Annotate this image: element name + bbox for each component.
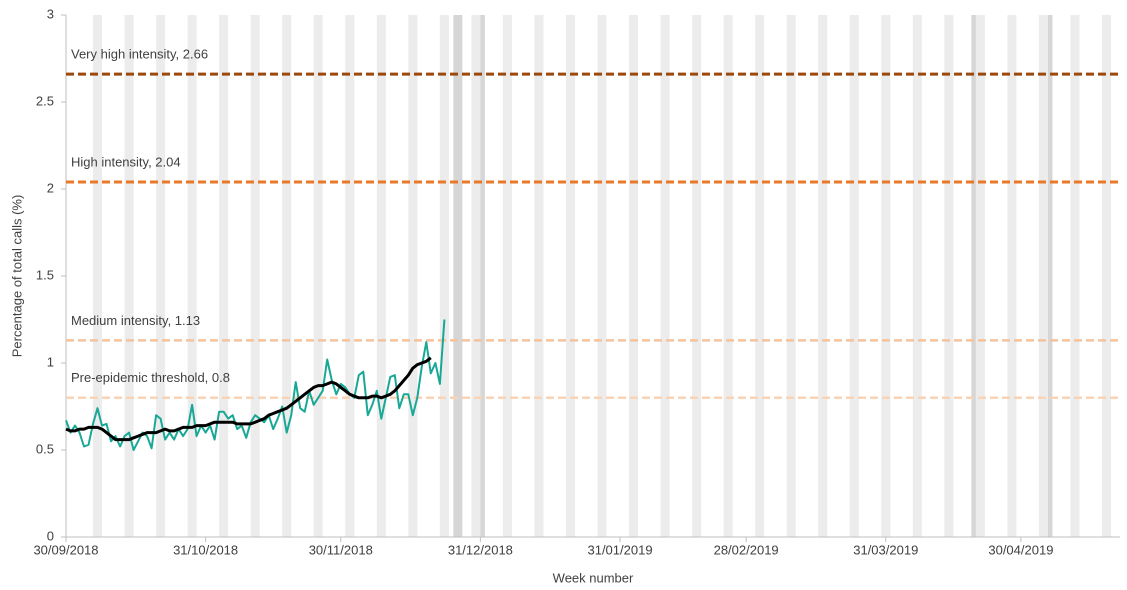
x-tick-label: 31/12/2018 — [448, 542, 513, 557]
weekend-band — [345, 15, 355, 537]
x-tick-label: 30/09/2018 — [33, 542, 98, 557]
weekend-band — [723, 15, 733, 537]
x-tick-label: 31/01/2019 — [587, 542, 652, 557]
x-axis-title: Week number — [553, 570, 634, 585]
weekend-band — [1007, 15, 1017, 537]
holiday-band — [480, 15, 485, 537]
threshold-label: Very high intensity, 2.66 — [71, 47, 208, 62]
weekend-band — [975, 15, 985, 537]
weekend-band — [439, 15, 449, 537]
weekend-band — [786, 15, 796, 537]
holiday-band — [453, 15, 463, 537]
threshold-label: Pre-epidemic threshold, 0.8 — [71, 370, 230, 385]
weekend-band — [471, 15, 481, 537]
weekend-band — [534, 15, 544, 537]
weekend-band — [502, 15, 512, 537]
weekend-band — [912, 15, 922, 537]
weekend-band — [408, 15, 418, 537]
week-bands — [93, 15, 1111, 537]
weekend-band — [881, 15, 891, 537]
weekend-band — [944, 15, 954, 537]
y-axis-title: Percentage of total calls (%) — [9, 195, 24, 358]
weekend-band — [313, 15, 323, 537]
weekend-band — [282, 15, 292, 537]
holiday-band — [971, 15, 976, 537]
x-tick-label: 28/02/2019 — [714, 542, 779, 557]
weekend-band — [219, 15, 229, 537]
weekend-band — [376, 15, 386, 537]
weekend-band — [124, 15, 134, 537]
weekend-band — [755, 15, 765, 537]
weekend-band — [93, 15, 103, 537]
weekend-band — [156, 15, 166, 537]
weekend-band — [1038, 15, 1048, 537]
y-tick-label: 2 — [47, 180, 54, 195]
y-tick-label: 3 — [47, 6, 54, 21]
x-tick-label: 30/04/2019 — [988, 542, 1053, 557]
x-tick-label: 30/11/2018 — [309, 542, 373, 557]
weekend-band — [1070, 15, 1080, 537]
y-tick-label: 1.5 — [36, 267, 54, 282]
weekend-band — [818, 15, 828, 537]
threshold-label: High intensity, 2.04 — [71, 154, 181, 169]
y-tick-label: 2.5 — [36, 93, 54, 108]
weekend-band — [1101, 15, 1111, 537]
series-line — [65, 356, 432, 442]
weekend-band — [692, 15, 702, 537]
holiday-band — [1047, 15, 1053, 537]
x-tick-label: 31/03/2019 — [853, 542, 918, 557]
weekend-band — [250, 15, 260, 537]
weekend-band — [565, 15, 575, 537]
weekend-band — [187, 15, 197, 537]
y-tick-label: 0 — [47, 528, 54, 543]
x-tick-label: 31/10/2018 — [173, 542, 238, 557]
weekend-band — [629, 15, 639, 537]
y-tick-label: 0.5 — [36, 441, 54, 456]
threshold-label: Medium intensity, 1.13 — [71, 313, 200, 328]
y-tick-label: 1 — [47, 354, 54, 369]
weekend-band — [660, 15, 670, 537]
series-line — [65, 319, 446, 451]
weekend-band — [849, 15, 859, 537]
weekend-band — [597, 15, 607, 537]
